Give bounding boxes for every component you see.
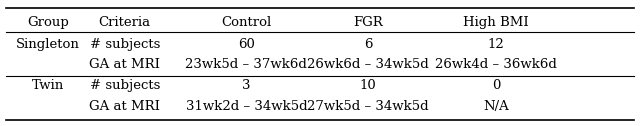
Text: Singleton: Singleton	[16, 38, 80, 51]
Text: Twin: Twin	[32, 79, 64, 92]
Text: FGR: FGR	[353, 16, 383, 29]
Text: 6: 6	[364, 38, 372, 51]
Text: GA at MRI: GA at MRI	[90, 58, 160, 71]
Text: 23wk5d – 37wk6d: 23wk5d – 37wk6d	[186, 58, 307, 71]
Text: # subjects: # subjects	[90, 38, 160, 51]
Text: 26wk6d – 34wk5d: 26wk6d – 34wk5d	[307, 58, 429, 71]
Text: Control: Control	[221, 16, 271, 29]
Text: High BMI: High BMI	[463, 16, 529, 29]
Text: Group: Group	[27, 16, 69, 29]
Text: N/A: N/A	[483, 100, 509, 113]
Text: # subjects: # subjects	[90, 79, 160, 92]
Text: 12: 12	[488, 38, 504, 51]
Text: 10: 10	[360, 79, 376, 92]
Text: 31wk2d – 34wk5d: 31wk2d – 34wk5d	[186, 100, 307, 113]
Text: 0: 0	[492, 79, 500, 92]
Text: 3: 3	[242, 79, 251, 92]
Text: 26wk4d – 36wk6d: 26wk4d – 36wk6d	[435, 58, 557, 71]
Text: 27wk5d – 34wk5d: 27wk5d – 34wk5d	[307, 100, 429, 113]
Text: Criteria: Criteria	[99, 16, 151, 29]
Text: 60: 60	[238, 38, 255, 51]
Text: GA at MRI: GA at MRI	[90, 100, 160, 113]
